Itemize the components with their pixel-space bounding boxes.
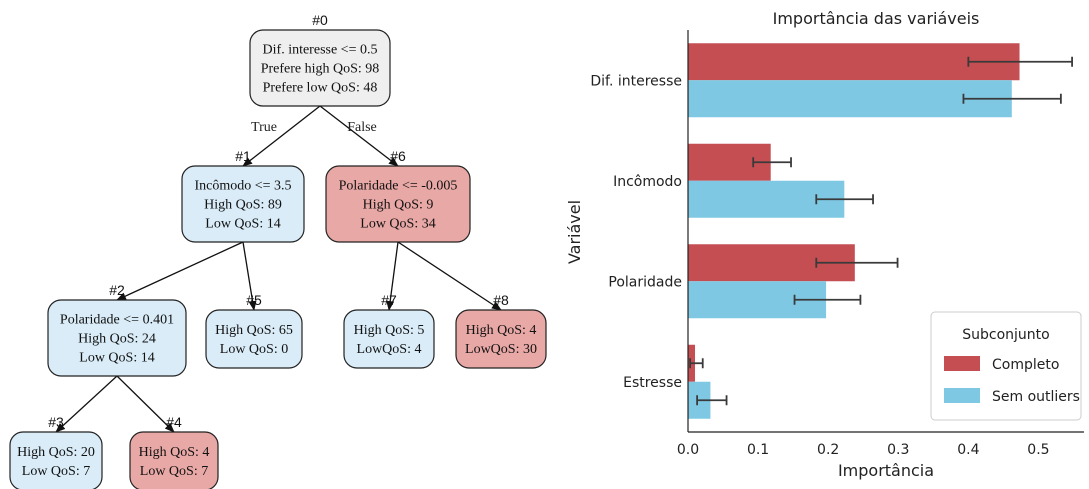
decision-tree: True False #0 Dif. interesse <= 0.5 Prefere … (9, 12, 547, 489)
node-text-line: High QoS: 4 (139, 445, 210, 460)
node-text-line: Low QoS: 7 (140, 464, 208, 479)
chart-title: Importância das variáveis (773, 9, 980, 28)
node-text-line: Low QoS: 14 (205, 217, 280, 232)
error-bar (967, 56, 1073, 67)
bar-sem-outliers (688, 80, 1012, 118)
edge-label: True (251, 120, 277, 135)
tree-node: #6 Polaridade <= -0.005 High QoS: 9 Low QoS… (325, 148, 471, 243)
node-id-label: #2 (109, 282, 125, 298)
x-tick-label: 0.5 (1027, 442, 1049, 458)
tree-edge (55, 375, 118, 433)
y-axis-label: Variável (565, 200, 584, 264)
tree-edge (116, 375, 175, 433)
node-text-line: Prefere low QoS: 48 (263, 81, 378, 96)
x-tick-label: 0.0 (677, 442, 699, 458)
node-text-line: Polaridade <= -0.005 (339, 179, 458, 194)
node-box (181, 165, 305, 243)
error-bar (815, 257, 899, 268)
node-text-line: Polaridade <= 0.401 (60, 313, 174, 328)
node-box (9, 431, 103, 489)
node-text-line: LowQoS: 4 (357, 342, 422, 357)
y-tick-label: Polaridade (608, 274, 682, 290)
node-text-line: High QoS: 24 (78, 332, 156, 347)
x-tick-label: 0.2 (817, 442, 839, 458)
node-box (455, 309, 547, 369)
tree-node: #4 High QoS: 4 Low QoS: 7 (129, 414, 219, 489)
error-bar (793, 294, 862, 305)
x-tick-label: 0.3 (887, 442, 909, 458)
node-text-line: High QoS: 9 (363, 198, 434, 213)
legend: Subconjunto Completo Sem outliers (930, 311, 1082, 421)
node-text-line: Low QoS: 14 (79, 351, 154, 366)
node-id-label: #8 (493, 292, 509, 308)
node-id-label: #0 (312, 12, 328, 28)
node-box (129, 431, 219, 489)
y-tick-label: Dif. interesse (590, 73, 682, 89)
node-text-line: High QoS: 4 (466, 323, 537, 338)
node-id-label: #4 (166, 414, 182, 430)
legend-entry-label: Completo (992, 357, 1059, 373)
tree-node: #7 High QoS: 5 LowQoS: 4 (343, 292, 435, 369)
tree-node: #2 Polaridade <= 0.401 High QoS: 24 Low QoS… (47, 282, 187, 377)
node-id-label: #5 (246, 292, 262, 308)
error-bar (752, 157, 792, 168)
node-id-label: #6 (390, 148, 406, 164)
node-id-label: #7 (381, 292, 397, 308)
y-tick-label: Incômodo (613, 174, 682, 190)
node-text-line: High QoS: 20 (17, 445, 95, 460)
tree-edge (397, 241, 502, 311)
legend-swatch (944, 356, 980, 371)
node-box (47, 299, 187, 377)
tree-edge (116, 241, 244, 301)
bar-completo (688, 43, 1020, 81)
legend-swatch (944, 388, 980, 403)
node-text-line: LowQoS: 30 (465, 342, 537, 357)
node-text-line: High QoS: 5 (354, 323, 425, 338)
node-text-line: High QoS: 89 (204, 198, 282, 213)
legend-entry-label: Sem outliers (992, 389, 1080, 405)
x-tick-label: 0.1 (747, 442, 769, 458)
node-text-line: Dif. interesse <= 0.5 (263, 43, 378, 58)
node-box (249, 29, 391, 107)
tree-edge (319, 105, 399, 167)
node-text-line: High QoS: 65 (215, 323, 293, 338)
node-text-line: Low QoS: 0 (220, 342, 288, 357)
error-bar (962, 93, 1062, 104)
tree-node: #3 High QoS: 20 Low QoS: 7 (9, 414, 103, 489)
node-box (205, 309, 303, 369)
tree-node: #1 Incômodo <= 3.5 High QoS: 89 Low QoS: 14 (181, 148, 305, 243)
tree-edge (242, 105, 321, 167)
tree-edge (386, 241, 399, 311)
tree-node: #5 High QoS: 65 Low QoS: 0 (205, 292, 303, 369)
node-box (325, 165, 471, 243)
error-bar (696, 395, 728, 406)
feature-importance-chart: Importância das variáveis Dif. interesse I… (565, 9, 1084, 480)
legend-title: Subconjunto (962, 327, 1049, 343)
x-tick-label: 0.4 (957, 442, 979, 458)
y-tick-label: Estresse (623, 375, 682, 391)
tree-node: #0 Dif. interesse <= 0.5 Prefere high QoS:… (249, 12, 391, 107)
x-axis-label: Importância (838, 461, 934, 480)
node-id-label: #3 (48, 414, 64, 430)
error-bar (815, 194, 874, 205)
error-bar (689, 358, 704, 369)
node-box (343, 309, 435, 369)
node-text-line: Prefere high QoS: 98 (261, 62, 380, 77)
tree-node: #8 High QoS: 4 LowQoS: 30 (455, 292, 547, 369)
node-text-line: Incômodo <= 3.5 (194, 179, 291, 194)
node-id-label: #1 (235, 148, 251, 164)
node-text-line: Low QoS: 7 (22, 464, 90, 479)
tree-edge (242, 241, 257, 311)
node-text-line: Low QoS: 34 (360, 217, 435, 232)
edge-label: False (347, 120, 377, 135)
